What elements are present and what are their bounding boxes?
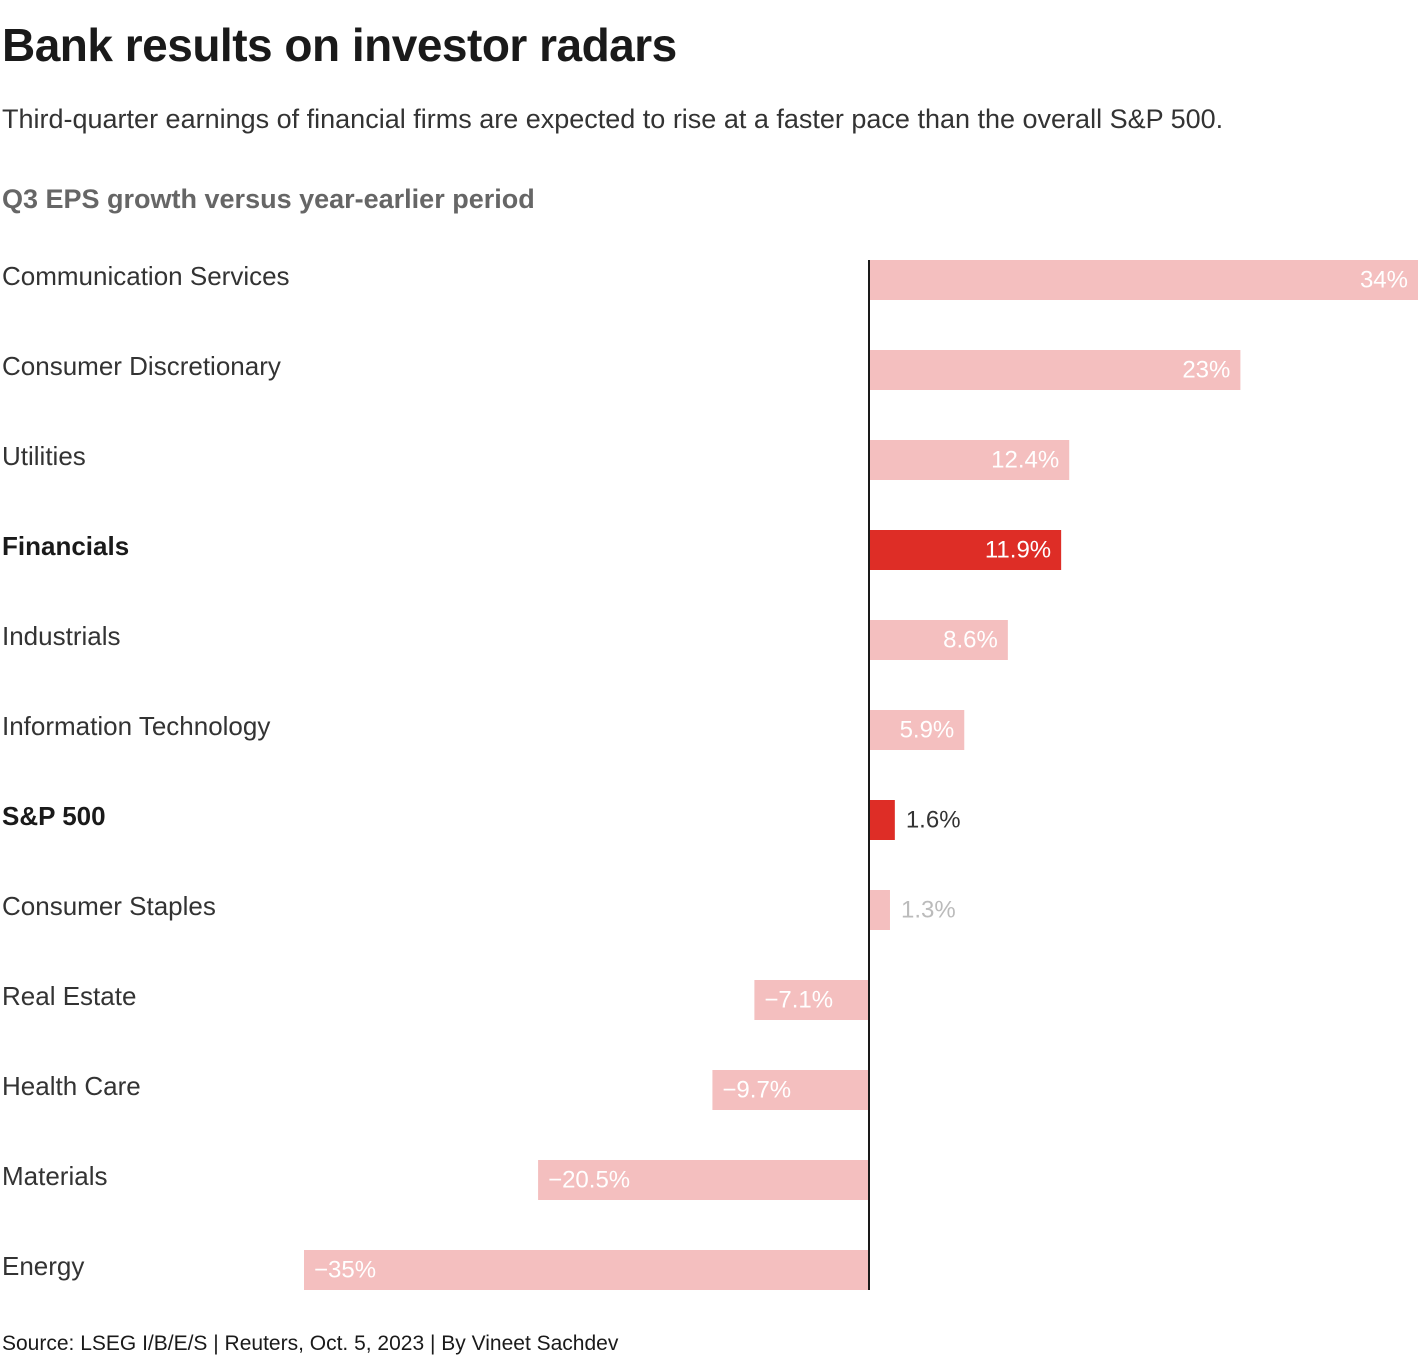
value-label-financials: 11.9% [985, 536, 1051, 563]
chart-heading: Q3 EPS growth versus year-earlier period [2, 184, 535, 214]
bar-consumer-discretionary [869, 350, 1241, 390]
bar-energy [304, 1250, 869, 1290]
category-label-consumer-staples: Consumer Staples [2, 891, 216, 921]
value-label-industrials: 8.6% [943, 626, 998, 653]
chart-title: Bank results on investor radars [2, 19, 677, 71]
value-label-materials: −20.5% [548, 1166, 630, 1193]
value-label-communication-services: 34% [1360, 266, 1408, 293]
bar-industrials [869, 620, 1008, 660]
bar-real-estate [754, 980, 869, 1020]
bar-financials [869, 530, 1062, 570]
category-label-utilities: Utilities [2, 441, 86, 471]
bar-communication-services [869, 260, 1418, 300]
category-label-communication-services: Communication Services [2, 261, 290, 291]
value-label-sandp-500: 1.6% [906, 806, 961, 833]
bar-information-technology [869, 710, 965, 750]
category-label-industrials: Industrials [2, 621, 121, 651]
category-label-sandp-500: S&P 500 [2, 801, 106, 831]
bar-sandp-500 [869, 800, 895, 840]
value-label-information-technology: 5.9% [900, 716, 955, 743]
category-label-information-technology: Information Technology [2, 711, 270, 741]
value-label-health-care: −9.7% [722, 1076, 791, 1103]
category-label-energy: Energy [2, 1251, 84, 1281]
value-label-energy: −35% [314, 1256, 376, 1283]
category-label-materials: Materials [2, 1161, 107, 1191]
category-label-consumer-discretionary: Consumer Discretionary [2, 351, 281, 381]
bar-chart: Communication Services 34% Consumer Discre… [2, 260, 1418, 1290]
value-label-consumer-staples: 1.3% [901, 896, 956, 923]
source-note: Source: LSEG I/B/E/S | Reuters, Oct. 5, … [2, 1332, 619, 1355]
category-label-health-care: Health Care [2, 1071, 141, 1101]
chart-subtitle: Third-quarter earnings of financial firm… [2, 104, 1224, 134]
category-label-financials: Financials [2, 531, 129, 561]
value-label-utilities: 12.4% [991, 446, 1059, 473]
bar-health-care [712, 1070, 869, 1110]
bar-materials [538, 1160, 869, 1200]
category-label-real-estate: Real Estate [2, 981, 136, 1011]
value-label-real-estate: −7.1% [764, 986, 833, 1013]
bar-utilities [869, 440, 1070, 480]
value-label-consumer-discretionary: 23% [1182, 356, 1230, 383]
bar-consumer-staples [869, 890, 890, 930]
